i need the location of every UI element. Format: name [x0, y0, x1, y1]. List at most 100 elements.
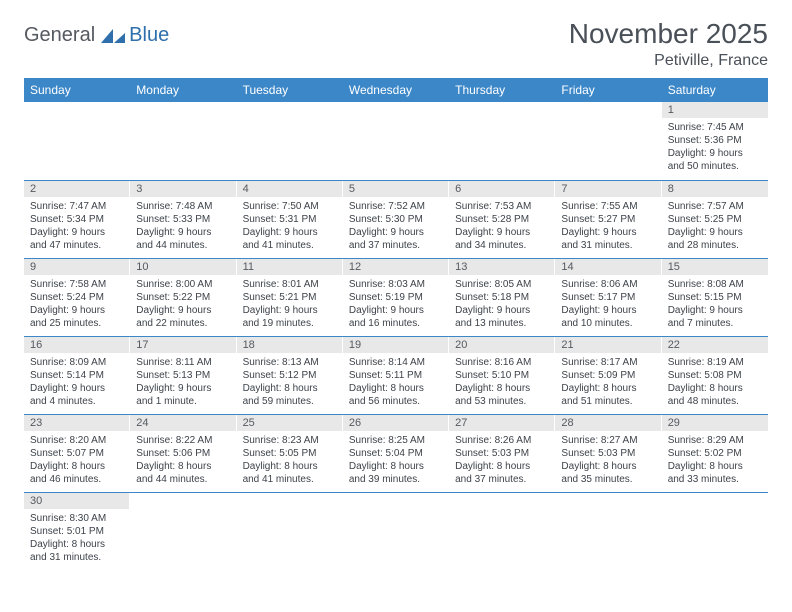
day-number: 8: [662, 181, 768, 197]
calendar-cell: 8Sunrise: 7:57 AMSunset: 5:25 PMDaylight…: [662, 180, 768, 258]
day-details: Sunrise: 7:45 AMSunset: 5:36 PMDaylight:…: [662, 118, 768, 177]
day-number: 30: [24, 493, 130, 509]
day-number: 29: [662, 415, 768, 431]
calendar-cell: 29Sunrise: 8:29 AMSunset: 5:02 PMDayligh…: [662, 414, 768, 492]
calendar-cell: 20Sunrise: 8:16 AMSunset: 5:10 PMDayligh…: [449, 336, 555, 414]
day-number: 4: [237, 181, 343, 197]
calendar-cell: 3Sunrise: 7:48 AMSunset: 5:33 PMDaylight…: [130, 180, 236, 258]
day-details: Sunrise: 8:22 AMSunset: 5:06 PMDaylight:…: [130, 431, 236, 490]
header: General Blue November 2025 Petiville, Fr…: [24, 18, 768, 70]
day-number: 18: [237, 337, 343, 353]
day-details: Sunrise: 8:30 AMSunset: 5:01 PMDaylight:…: [24, 509, 130, 568]
calendar-week-row: 9Sunrise: 7:58 AMSunset: 5:24 PMDaylight…: [24, 258, 768, 336]
calendar-week-row: 16Sunrise: 8:09 AMSunset: 5:14 PMDayligh…: [24, 336, 768, 414]
day-number: 3: [130, 181, 236, 197]
day-number: 21: [555, 337, 661, 353]
day-details: Sunrise: 8:26 AMSunset: 5:03 PMDaylight:…: [449, 431, 555, 490]
calendar-cell: [555, 102, 661, 180]
calendar-cell: [130, 492, 236, 570]
calendar-cell: 10Sunrise: 8:00 AMSunset: 5:22 PMDayligh…: [130, 258, 236, 336]
day-number: 15: [662, 259, 768, 275]
calendar-cell: [555, 492, 661, 570]
day-details: Sunrise: 7:57 AMSunset: 5:25 PMDaylight:…: [662, 197, 768, 256]
calendar-cell: 17Sunrise: 8:11 AMSunset: 5:13 PMDayligh…: [130, 336, 236, 414]
calendar-cell: 11Sunrise: 8:01 AMSunset: 5:21 PMDayligh…: [237, 258, 343, 336]
calendar-cell: 9Sunrise: 7:58 AMSunset: 5:24 PMDaylight…: [24, 258, 130, 336]
logo-text-blue: Blue: [129, 24, 169, 47]
calendar-cell: [662, 492, 768, 570]
day-number: 14: [555, 259, 661, 275]
calendar-cell: [449, 492, 555, 570]
day-details: Sunrise: 7:55 AMSunset: 5:27 PMDaylight:…: [555, 197, 661, 256]
day-details: Sunrise: 7:50 AMSunset: 5:31 PMDaylight:…: [237, 197, 343, 256]
calendar-cell: 16Sunrise: 8:09 AMSunset: 5:14 PMDayligh…: [24, 336, 130, 414]
calendar-table: Sunday Monday Tuesday Wednesday Thursday…: [24, 78, 768, 570]
day-number: 22: [662, 337, 768, 353]
logo-text-general: General: [24, 24, 95, 47]
calendar-cell: 25Sunrise: 8:23 AMSunset: 5:05 PMDayligh…: [237, 414, 343, 492]
day-details: Sunrise: 8:13 AMSunset: 5:12 PMDaylight:…: [237, 353, 343, 412]
calendar-cell: 6Sunrise: 7:53 AMSunset: 5:28 PMDaylight…: [449, 180, 555, 258]
day-details: Sunrise: 7:53 AMSunset: 5:28 PMDaylight:…: [449, 197, 555, 256]
day-number: 6: [449, 181, 555, 197]
day-details: Sunrise: 7:58 AMSunset: 5:24 PMDaylight:…: [24, 275, 130, 334]
day-number: 24: [130, 415, 236, 431]
day-details: Sunrise: 8:23 AMSunset: 5:05 PMDaylight:…: [237, 431, 343, 490]
calendar-cell: [449, 102, 555, 180]
day-details: Sunrise: 8:03 AMSunset: 5:19 PMDaylight:…: [343, 275, 449, 334]
day-number: 27: [449, 415, 555, 431]
day-details: Sunrise: 8:11 AMSunset: 5:13 PMDaylight:…: [130, 353, 236, 412]
calendar-cell: 18Sunrise: 8:13 AMSunset: 5:12 PMDayligh…: [237, 336, 343, 414]
day-number: 10: [130, 259, 236, 275]
day-number: 20: [449, 337, 555, 353]
day-number: 9: [24, 259, 130, 275]
calendar-cell: 19Sunrise: 8:14 AMSunset: 5:11 PMDayligh…: [343, 336, 449, 414]
calendar-cell: [343, 492, 449, 570]
calendar-cell: 30Sunrise: 8:30 AMSunset: 5:01 PMDayligh…: [24, 492, 130, 570]
page-subtitle: Petiville, France: [569, 52, 768, 70]
calendar-week-row: 23Sunrise: 8:20 AMSunset: 5:07 PMDayligh…: [24, 414, 768, 492]
calendar-week-row: 30Sunrise: 8:30 AMSunset: 5:01 PMDayligh…: [24, 492, 768, 570]
day-number: 28: [555, 415, 661, 431]
calendar-week-row: 1Sunrise: 7:45 AMSunset: 5:36 PMDaylight…: [24, 102, 768, 180]
weekday-header: Tuesday: [237, 78, 343, 102]
day-number: 25: [237, 415, 343, 431]
day-number: 11: [237, 259, 343, 275]
day-details: Sunrise: 8:06 AMSunset: 5:17 PMDaylight:…: [555, 275, 661, 334]
day-details: Sunrise: 8:27 AMSunset: 5:03 PMDaylight:…: [555, 431, 661, 490]
day-number: 5: [343, 181, 449, 197]
weekday-header: Thursday: [449, 78, 555, 102]
logo: General Blue: [24, 18, 169, 47]
day-number: 12: [343, 259, 449, 275]
day-details: Sunrise: 8:05 AMSunset: 5:18 PMDaylight:…: [449, 275, 555, 334]
weekday-header: Wednesday: [343, 78, 449, 102]
day-details: Sunrise: 7:52 AMSunset: 5:30 PMDaylight:…: [343, 197, 449, 256]
day-details: Sunrise: 8:14 AMSunset: 5:11 PMDaylight:…: [343, 353, 449, 412]
calendar-cell: [237, 102, 343, 180]
calendar-cell: 26Sunrise: 8:25 AMSunset: 5:04 PMDayligh…: [343, 414, 449, 492]
day-details: Sunrise: 8:20 AMSunset: 5:07 PMDaylight:…: [24, 431, 130, 490]
day-number: 17: [130, 337, 236, 353]
day-details: Sunrise: 8:25 AMSunset: 5:04 PMDaylight:…: [343, 431, 449, 490]
calendar-cell: 12Sunrise: 8:03 AMSunset: 5:19 PMDayligh…: [343, 258, 449, 336]
calendar-cell: 4Sunrise: 7:50 AMSunset: 5:31 PMDaylight…: [237, 180, 343, 258]
day-details: Sunrise: 7:48 AMSunset: 5:33 PMDaylight:…: [130, 197, 236, 256]
day-details: Sunrise: 8:09 AMSunset: 5:14 PMDaylight:…: [24, 353, 130, 412]
day-details: Sunrise: 8:01 AMSunset: 5:21 PMDaylight:…: [237, 275, 343, 334]
calendar-cell: 1Sunrise: 7:45 AMSunset: 5:36 PMDaylight…: [662, 102, 768, 180]
calendar-cell: 15Sunrise: 8:08 AMSunset: 5:15 PMDayligh…: [662, 258, 768, 336]
calendar-cell: 13Sunrise: 8:05 AMSunset: 5:18 PMDayligh…: [449, 258, 555, 336]
page-title: November 2025: [569, 18, 768, 50]
calendar-cell: 22Sunrise: 8:19 AMSunset: 5:08 PMDayligh…: [662, 336, 768, 414]
weekday-header-row: Sunday Monday Tuesday Wednesday Thursday…: [24, 78, 768, 102]
calendar-cell: [130, 102, 236, 180]
calendar-cell: 24Sunrise: 8:22 AMSunset: 5:06 PMDayligh…: [130, 414, 236, 492]
calendar-cell: [343, 102, 449, 180]
weekday-header: Sunday: [24, 78, 130, 102]
weekday-header: Friday: [555, 78, 661, 102]
day-number: 23: [24, 415, 130, 431]
calendar-cell: 23Sunrise: 8:20 AMSunset: 5:07 PMDayligh…: [24, 414, 130, 492]
day-details: Sunrise: 8:29 AMSunset: 5:02 PMDaylight:…: [662, 431, 768, 490]
day-number: 13: [449, 259, 555, 275]
title-block: November 2025 Petiville, France: [569, 18, 768, 70]
